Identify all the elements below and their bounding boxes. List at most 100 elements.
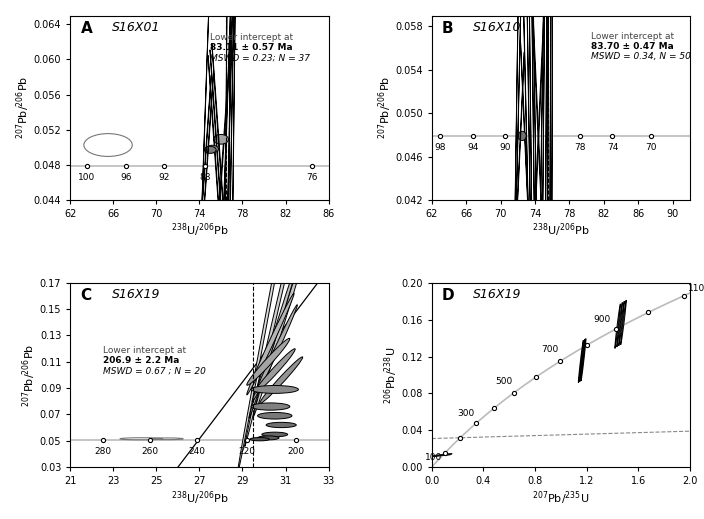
Ellipse shape [210,50,223,241]
Text: Lower intercept at: Lower intercept at [103,346,186,355]
Ellipse shape [528,0,539,519]
Ellipse shape [203,70,214,231]
Ellipse shape [217,0,242,519]
Ellipse shape [216,21,232,251]
Text: Lower intercept at: Lower intercept at [210,33,294,42]
Text: S16X01: S16X01 [112,21,161,34]
Text: MSWD = 0.67 ; N = 20: MSWD = 0.67 ; N = 20 [103,366,206,375]
Ellipse shape [266,422,296,428]
Ellipse shape [524,0,534,443]
Ellipse shape [437,455,440,456]
Text: 700: 700 [541,345,558,354]
Ellipse shape [211,0,241,519]
Text: A: A [81,21,92,36]
Text: MSWD = 0.23; N = 37: MSWD = 0.23; N = 37 [210,53,310,62]
Ellipse shape [199,7,209,298]
Text: C: C [81,289,92,303]
Text: B: B [442,21,454,36]
Text: 92: 92 [158,173,170,182]
X-axis label: $^{207}$Pb/$^{235}$U: $^{207}$Pb/$^{235}$U [532,489,589,507]
Ellipse shape [579,339,584,382]
Ellipse shape [253,237,309,417]
Ellipse shape [448,454,451,455]
Y-axis label: $^{207}$Pb/$^{206}$Pb: $^{207}$Pb/$^{206}$Pb [376,76,394,139]
Ellipse shape [543,0,562,519]
Text: 83.70 ± 0.47 Ma: 83.70 ± 0.47 Ma [591,42,674,51]
Ellipse shape [522,0,531,331]
Ellipse shape [532,0,544,263]
X-axis label: $^{238}$U/$^{206}$Pb: $^{238}$U/$^{206}$Pb [170,222,228,239]
Ellipse shape [540,0,561,519]
Ellipse shape [247,338,290,385]
Text: 83.11 ± 0.57 Ma: 83.11 ± 0.57 Ma [210,43,293,52]
Text: 78: 78 [574,143,586,153]
Ellipse shape [252,305,297,402]
Text: 300: 300 [458,408,475,418]
Text: 98: 98 [434,143,446,153]
Ellipse shape [446,454,449,455]
X-axis label: $^{238}$U/$^{206}$Pb: $^{238}$U/$^{206}$Pb [532,222,590,239]
Ellipse shape [513,0,520,366]
Ellipse shape [538,0,554,519]
Ellipse shape [262,432,288,437]
Y-axis label: $^{207}$Pb/$^{206}$Pb: $^{207}$Pb/$^{206}$Pb [15,76,32,139]
Text: 200: 200 [288,447,305,456]
Ellipse shape [615,304,620,348]
Text: 90: 90 [499,143,510,153]
Ellipse shape [250,438,270,441]
Ellipse shape [212,43,226,242]
Text: 260: 260 [142,447,158,456]
Text: D: D [442,289,455,303]
X-axis label: $^{238}$U/$^{206}$Pb: $^{238}$U/$^{206}$Pb [170,489,228,507]
Ellipse shape [260,357,303,404]
Ellipse shape [222,0,246,519]
Text: S16X10: S16X10 [473,21,522,34]
Ellipse shape [532,0,546,269]
Ellipse shape [579,340,584,383]
Ellipse shape [213,134,229,144]
Y-axis label: $^{207}$Pb/$^{206}$Pb: $^{207}$Pb/$^{206}$Pb [21,344,39,406]
Ellipse shape [435,455,438,456]
Ellipse shape [449,454,452,455]
Text: 206.9 ± 2.2 Ma: 206.9 ± 2.2 Ma [103,356,179,365]
Ellipse shape [251,386,298,393]
Ellipse shape [536,0,551,519]
Text: 100: 100 [425,453,443,462]
Text: MSWD = 0.34, N = 50: MSWD = 0.34, N = 50 [591,52,691,61]
Text: 220: 220 [238,447,256,456]
Ellipse shape [204,146,216,153]
Y-axis label: $^{206}$Pb/$^{238}$U: $^{206}$Pb/$^{238}$U [382,346,400,404]
Ellipse shape [617,303,622,347]
Text: Lower intercept at: Lower intercept at [591,32,674,41]
Text: 500: 500 [496,377,513,386]
Ellipse shape [445,454,448,456]
Ellipse shape [247,293,294,395]
Ellipse shape [245,189,305,446]
Text: 76: 76 [307,173,318,182]
Ellipse shape [517,52,524,222]
Ellipse shape [536,0,559,519]
Text: S16X19: S16X19 [112,289,161,302]
Ellipse shape [206,145,218,153]
Ellipse shape [541,0,560,519]
Ellipse shape [441,454,444,456]
Ellipse shape [236,136,301,481]
Text: 100: 100 [78,173,95,182]
Ellipse shape [539,0,556,519]
Ellipse shape [520,40,529,229]
Ellipse shape [514,0,522,299]
Ellipse shape [443,454,446,456]
Text: S16X19: S16X19 [473,289,522,302]
Ellipse shape [249,253,301,418]
Text: 96: 96 [120,173,132,182]
Ellipse shape [621,300,627,345]
Ellipse shape [518,131,526,141]
Ellipse shape [439,455,441,456]
Ellipse shape [526,0,536,519]
Ellipse shape [619,301,624,346]
Ellipse shape [254,349,295,393]
Text: 1100: 1100 [688,284,704,293]
Ellipse shape [218,0,235,376]
Text: 240: 240 [189,447,206,456]
Ellipse shape [581,338,586,381]
